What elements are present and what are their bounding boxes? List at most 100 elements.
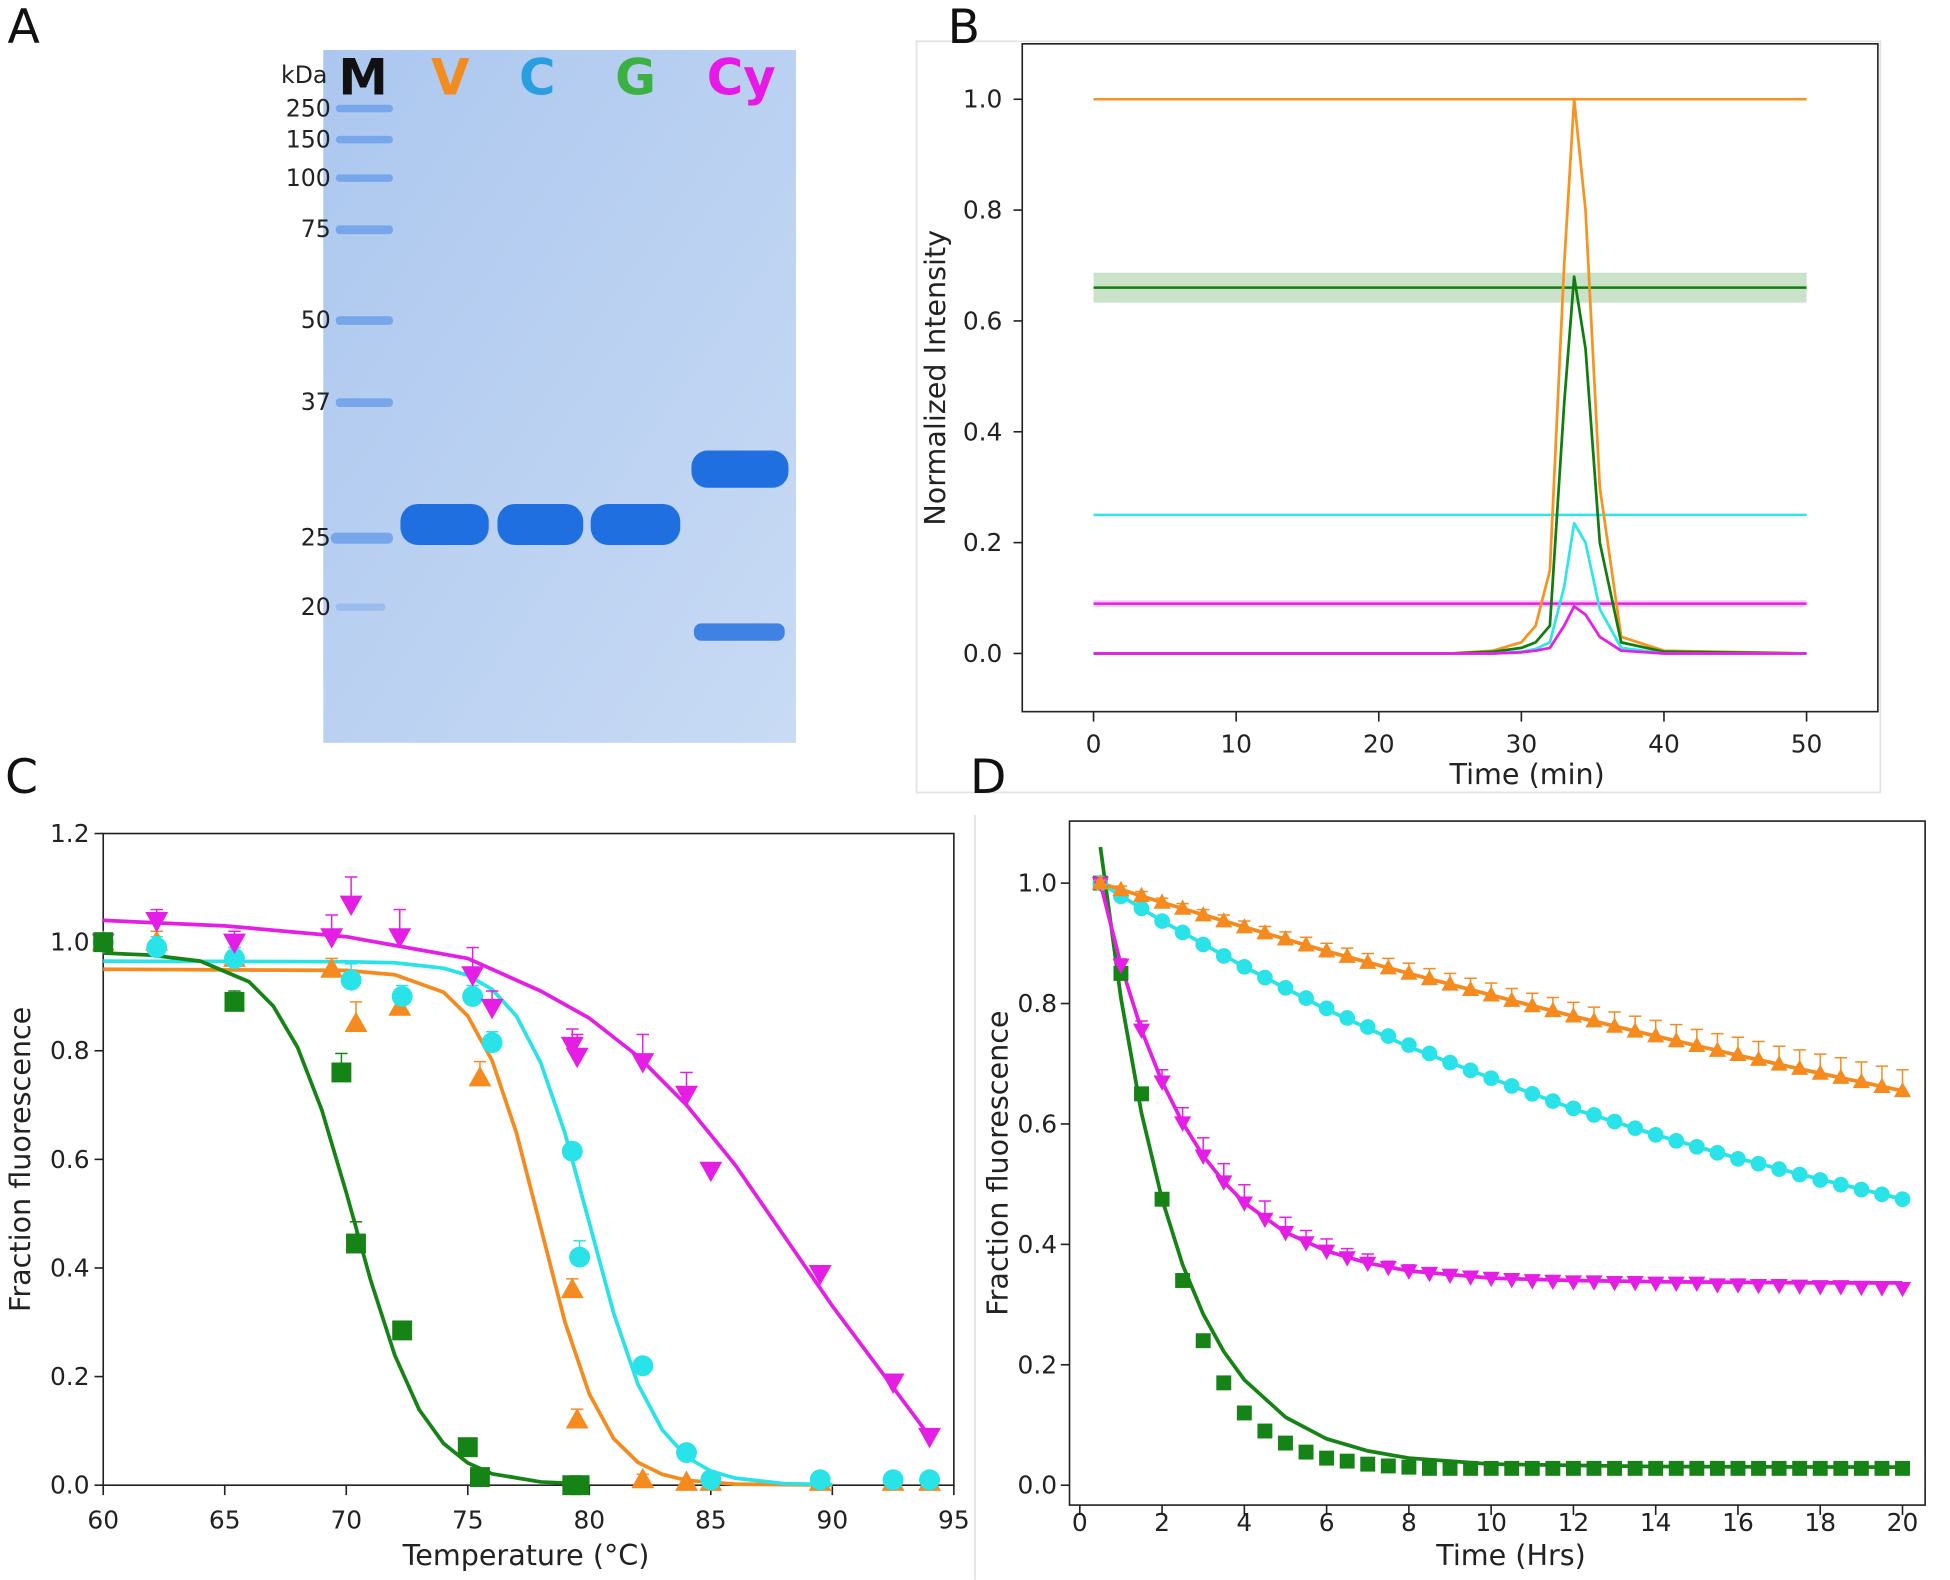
marker [1194, 1149, 1212, 1165]
marker-label: 75 [301, 215, 331, 243]
x-tick-label: 20 [1363, 729, 1395, 758]
marker [480, 998, 504, 1020]
marker [1564, 1275, 1583, 1291]
marker-label: 100 [286, 164, 331, 192]
marker [1360, 1456, 1376, 1472]
marker [331, 1062, 352, 1083]
panel-label: A [7, 0, 39, 55]
marker [1154, 913, 1170, 929]
y-tick-label: 0.6 [1018, 1109, 1058, 1138]
marker [699, 1161, 723, 1183]
y-tick-label: 0.4 [1018, 1230, 1058, 1259]
fit-curve [1099, 881, 1903, 1202]
marker [1564, 1007, 1583, 1023]
marker [675, 1470, 698, 1491]
gel-unit: kDa [281, 61, 327, 89]
marker [1874, 1186, 1890, 1203]
x-tick-label: 12 [1558, 1508, 1590, 1537]
marker [1277, 980, 1294, 996]
marker [344, 1011, 368, 1033]
marker [1401, 1037, 1417, 1053]
marker [1730, 1460, 1746, 1476]
y-tick-label: 1.2 [50, 819, 90, 848]
x-tick-label: 60 [87, 1506, 119, 1535]
marker [1318, 1244, 1336, 1260]
marker-label: 50 [301, 306, 331, 334]
y-tick-label: 0.0 [963, 639, 1003, 668]
x-tick-label: 8 [1401, 1508, 1417, 1537]
marker [1606, 1113, 1623, 1130]
y-tick-label: 1.0 [963, 85, 1003, 114]
x-tick-label: 4 [1236, 1508, 1252, 1537]
lane-label: G [615, 48, 656, 106]
marker [1668, 1460, 1684, 1476]
marker [1256, 924, 1274, 940]
marker [1627, 1460, 1643, 1476]
fit-curve [103, 967, 833, 1488]
marker [1708, 1278, 1726, 1294]
marker [1852, 1280, 1870, 1297]
protein-band [497, 503, 584, 546]
marker-label: 20 [301, 593, 331, 621]
ladder-band [335, 135, 393, 144]
marker [1647, 1276, 1665, 1292]
marker [561, 1140, 583, 1162]
marker [918, 1427, 941, 1449]
marker [1811, 1280, 1829, 1296]
marker [1091, 874, 1109, 890]
x-tick-label: 10 [1475, 1508, 1507, 1537]
marker [1791, 1059, 1809, 1075]
marker [457, 1437, 478, 1458]
ladder-band [335, 316, 393, 325]
y-tick-label: 0.2 [50, 1362, 90, 1391]
marker [1257, 969, 1273, 986]
fit-curve [103, 959, 833, 1487]
marker [1585, 1012, 1603, 1028]
y-tick-label: 0.6 [963, 306, 1003, 335]
fit-curve [103, 951, 590, 1486]
marker [1627, 1120, 1643, 1136]
marker [1586, 1107, 1602, 1123]
x-tick-label: 20 [1887, 1508, 1919, 1537]
marker [560, 1277, 584, 1299]
marker [1153, 1075, 1171, 1091]
x-tick-label: 50 [1791, 729, 1823, 758]
marker [1318, 942, 1336, 958]
marker [1112, 958, 1130, 974]
protein-band [691, 450, 789, 488]
marker [1893, 1081, 1912, 1098]
x-tick-label: 0 [1086, 729, 1102, 758]
marker [224, 991, 245, 1012]
marker [1319, 1450, 1335, 1466]
marker [1771, 1161, 1787, 1177]
marker [881, 1373, 905, 1394]
plot-frame [1021, 43, 1879, 713]
marker [1174, 1116, 1192, 1132]
marker [1216, 1375, 1232, 1391]
marker [565, 1408, 589, 1429]
marker [560, 1036, 584, 1058]
marker [1688, 1276, 1706, 1292]
marker [1791, 1166, 1808, 1183]
marker [808, 1264, 832, 1286]
marker [1483, 1070, 1499, 1087]
marker [1791, 1279, 1809, 1295]
y-tick-label: 0.0 [50, 1471, 90, 1500]
marker [1482, 1271, 1500, 1288]
marker [1832, 1176, 1849, 1193]
lane-label: M [338, 48, 387, 106]
lane-label: Cy [707, 48, 776, 106]
x-tick-label: 30 [1506, 729, 1538, 758]
marker [1421, 1460, 1437, 1476]
marker [1544, 1001, 1562, 1018]
x-tick-label: 10 [1220, 729, 1252, 758]
y-tick-label: 0.4 [963, 417, 1003, 446]
y-tick-label: 1.0 [1018, 869, 1058, 898]
x-tick-label: 2 [1154, 1508, 1170, 1537]
marker [388, 928, 412, 949]
marker [882, 1469, 904, 1491]
panel-b-border [915, 40, 1882, 794]
marker [346, 1233, 366, 1254]
marker [1483, 1460, 1499, 1476]
marker [1400, 1264, 1418, 1280]
